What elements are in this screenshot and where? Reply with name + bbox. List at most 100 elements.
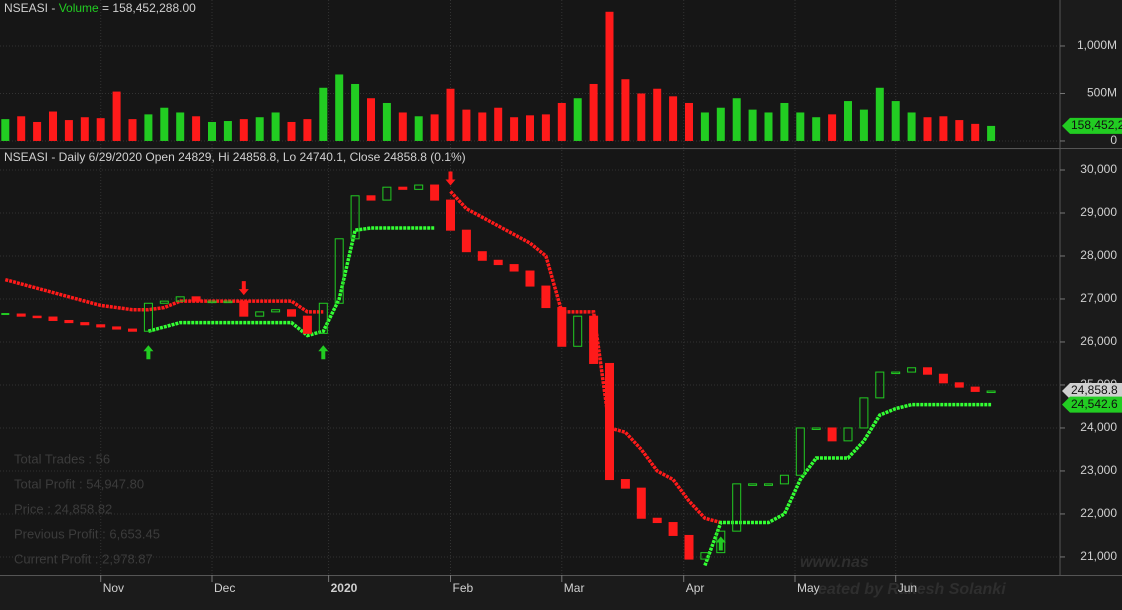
x-tick-label: Feb (453, 581, 474, 595)
volume-bar (144, 114, 153, 141)
value-tag-label: 158,452,2 (1071, 118, 1122, 132)
candle (859, 397, 869, 429)
volume-bar (859, 109, 868, 141)
candle (64, 319, 74, 324)
y-tick-label: 27,000 (1080, 291, 1117, 305)
volume-bar (732, 98, 741, 141)
candle (589, 315, 599, 364)
candle (366, 195, 376, 201)
candle (96, 324, 106, 328)
x-tick-label: Apr (686, 581, 705, 595)
candle (700, 552, 710, 560)
title-highlight: Volume (59, 1, 99, 15)
candle (620, 479, 630, 489)
marks (1, 11, 996, 567)
candle (112, 326, 122, 330)
candle (779, 474, 789, 485)
candle (827, 427, 837, 442)
x-tick-label: Jun (898, 581, 917, 595)
candle (16, 313, 26, 317)
y-tick-label: 0 (1110, 133, 1117, 147)
candle (875, 371, 885, 399)
candle (287, 309, 296, 317)
title-part: NSEASI - (4, 1, 59, 15)
volume-bar (510, 117, 519, 141)
candle (573, 315, 583, 347)
stop-line (4, 190, 722, 525)
price-tag-label: 24,542.6 (1071, 397, 1118, 411)
volume-bar (605, 11, 614, 141)
candle (239, 300, 249, 317)
y-tick-label: 30,000 (1080, 162, 1117, 176)
volume-bar (526, 115, 534, 141)
y-tick-label: 21,000 (1080, 549, 1117, 563)
watermark: www.nas (800, 554, 869, 571)
candle (668, 522, 678, 536)
candle (493, 259, 503, 266)
volume-bar (748, 109, 757, 141)
x-tick-label: May (797, 581, 820, 595)
watermark: eated by Rakesh Solanki (818, 581, 1006, 598)
y-tick-label: 26,000 (1080, 334, 1117, 348)
grid (0, 0, 1065, 582)
candle (923, 367, 932, 375)
volume-title: NSEASI - Volume = 158,452,288.00 (4, 1, 196, 15)
candle (159, 300, 169, 304)
candle (843, 427, 853, 442)
volume-bar (716, 107, 725, 141)
candle (509, 264, 519, 272)
buy-arrow (715, 536, 726, 551)
volume-bar (669, 96, 678, 141)
candle (446, 199, 455, 231)
volume-bar (589, 83, 598, 141)
candle (382, 186, 392, 201)
volume-bar (80, 117, 89, 141)
volume-bar (764, 112, 773, 141)
y-tick-label: 24,000 (1080, 420, 1117, 434)
candle (318, 302, 328, 334)
volume-bar (637, 93, 646, 141)
candle (271, 309, 281, 313)
volume-bar (112, 91, 121, 141)
candle (684, 534, 694, 560)
volume-bar (541, 114, 550, 141)
candle (652, 517, 662, 524)
volume-bar (176, 112, 185, 141)
y-tick-label: 29,000 (1080, 205, 1117, 219)
candle (732, 483, 742, 532)
volume-bar (1, 119, 10, 141)
volume-bar (494, 107, 503, 141)
volume-bar (971, 123, 980, 141)
volume-bar (367, 98, 375, 141)
price-tag-label: 24,858.8 (1071, 383, 1118, 397)
volume-bar (700, 112, 709, 141)
volume-bar (287, 121, 296, 141)
candle (128, 328, 137, 332)
volume-bar (844, 101, 852, 141)
stat: Previous Profit : 6,653.45 (14, 526, 160, 541)
volume-bar (271, 112, 280, 141)
volume-bar (685, 102, 693, 141)
candle (414, 184, 424, 190)
y-tick-label: 23,000 (1080, 463, 1117, 477)
candle (954, 382, 964, 388)
candle (795, 427, 805, 476)
candle (986, 390, 996, 394)
stat: Current Profit : 2,978.87 (14, 551, 153, 566)
candle (541, 285, 551, 309)
volume-bar (255, 117, 264, 141)
stop-line (147, 226, 992, 567)
candle (143, 302, 153, 332)
candle (175, 296, 185, 302)
volume-bar (939, 116, 948, 141)
candle (207, 300, 217, 304)
candle (938, 373, 948, 384)
y-tick-label: 1,000M (1077, 38, 1117, 52)
volume-bar (335, 74, 344, 141)
volume-bar (907, 112, 916, 141)
volume-bar (478, 112, 487, 141)
price-tag (1062, 396, 1122, 413)
volume-bar (621, 79, 630, 141)
volume-bar (17, 116, 26, 141)
volume-bar (239, 119, 248, 141)
